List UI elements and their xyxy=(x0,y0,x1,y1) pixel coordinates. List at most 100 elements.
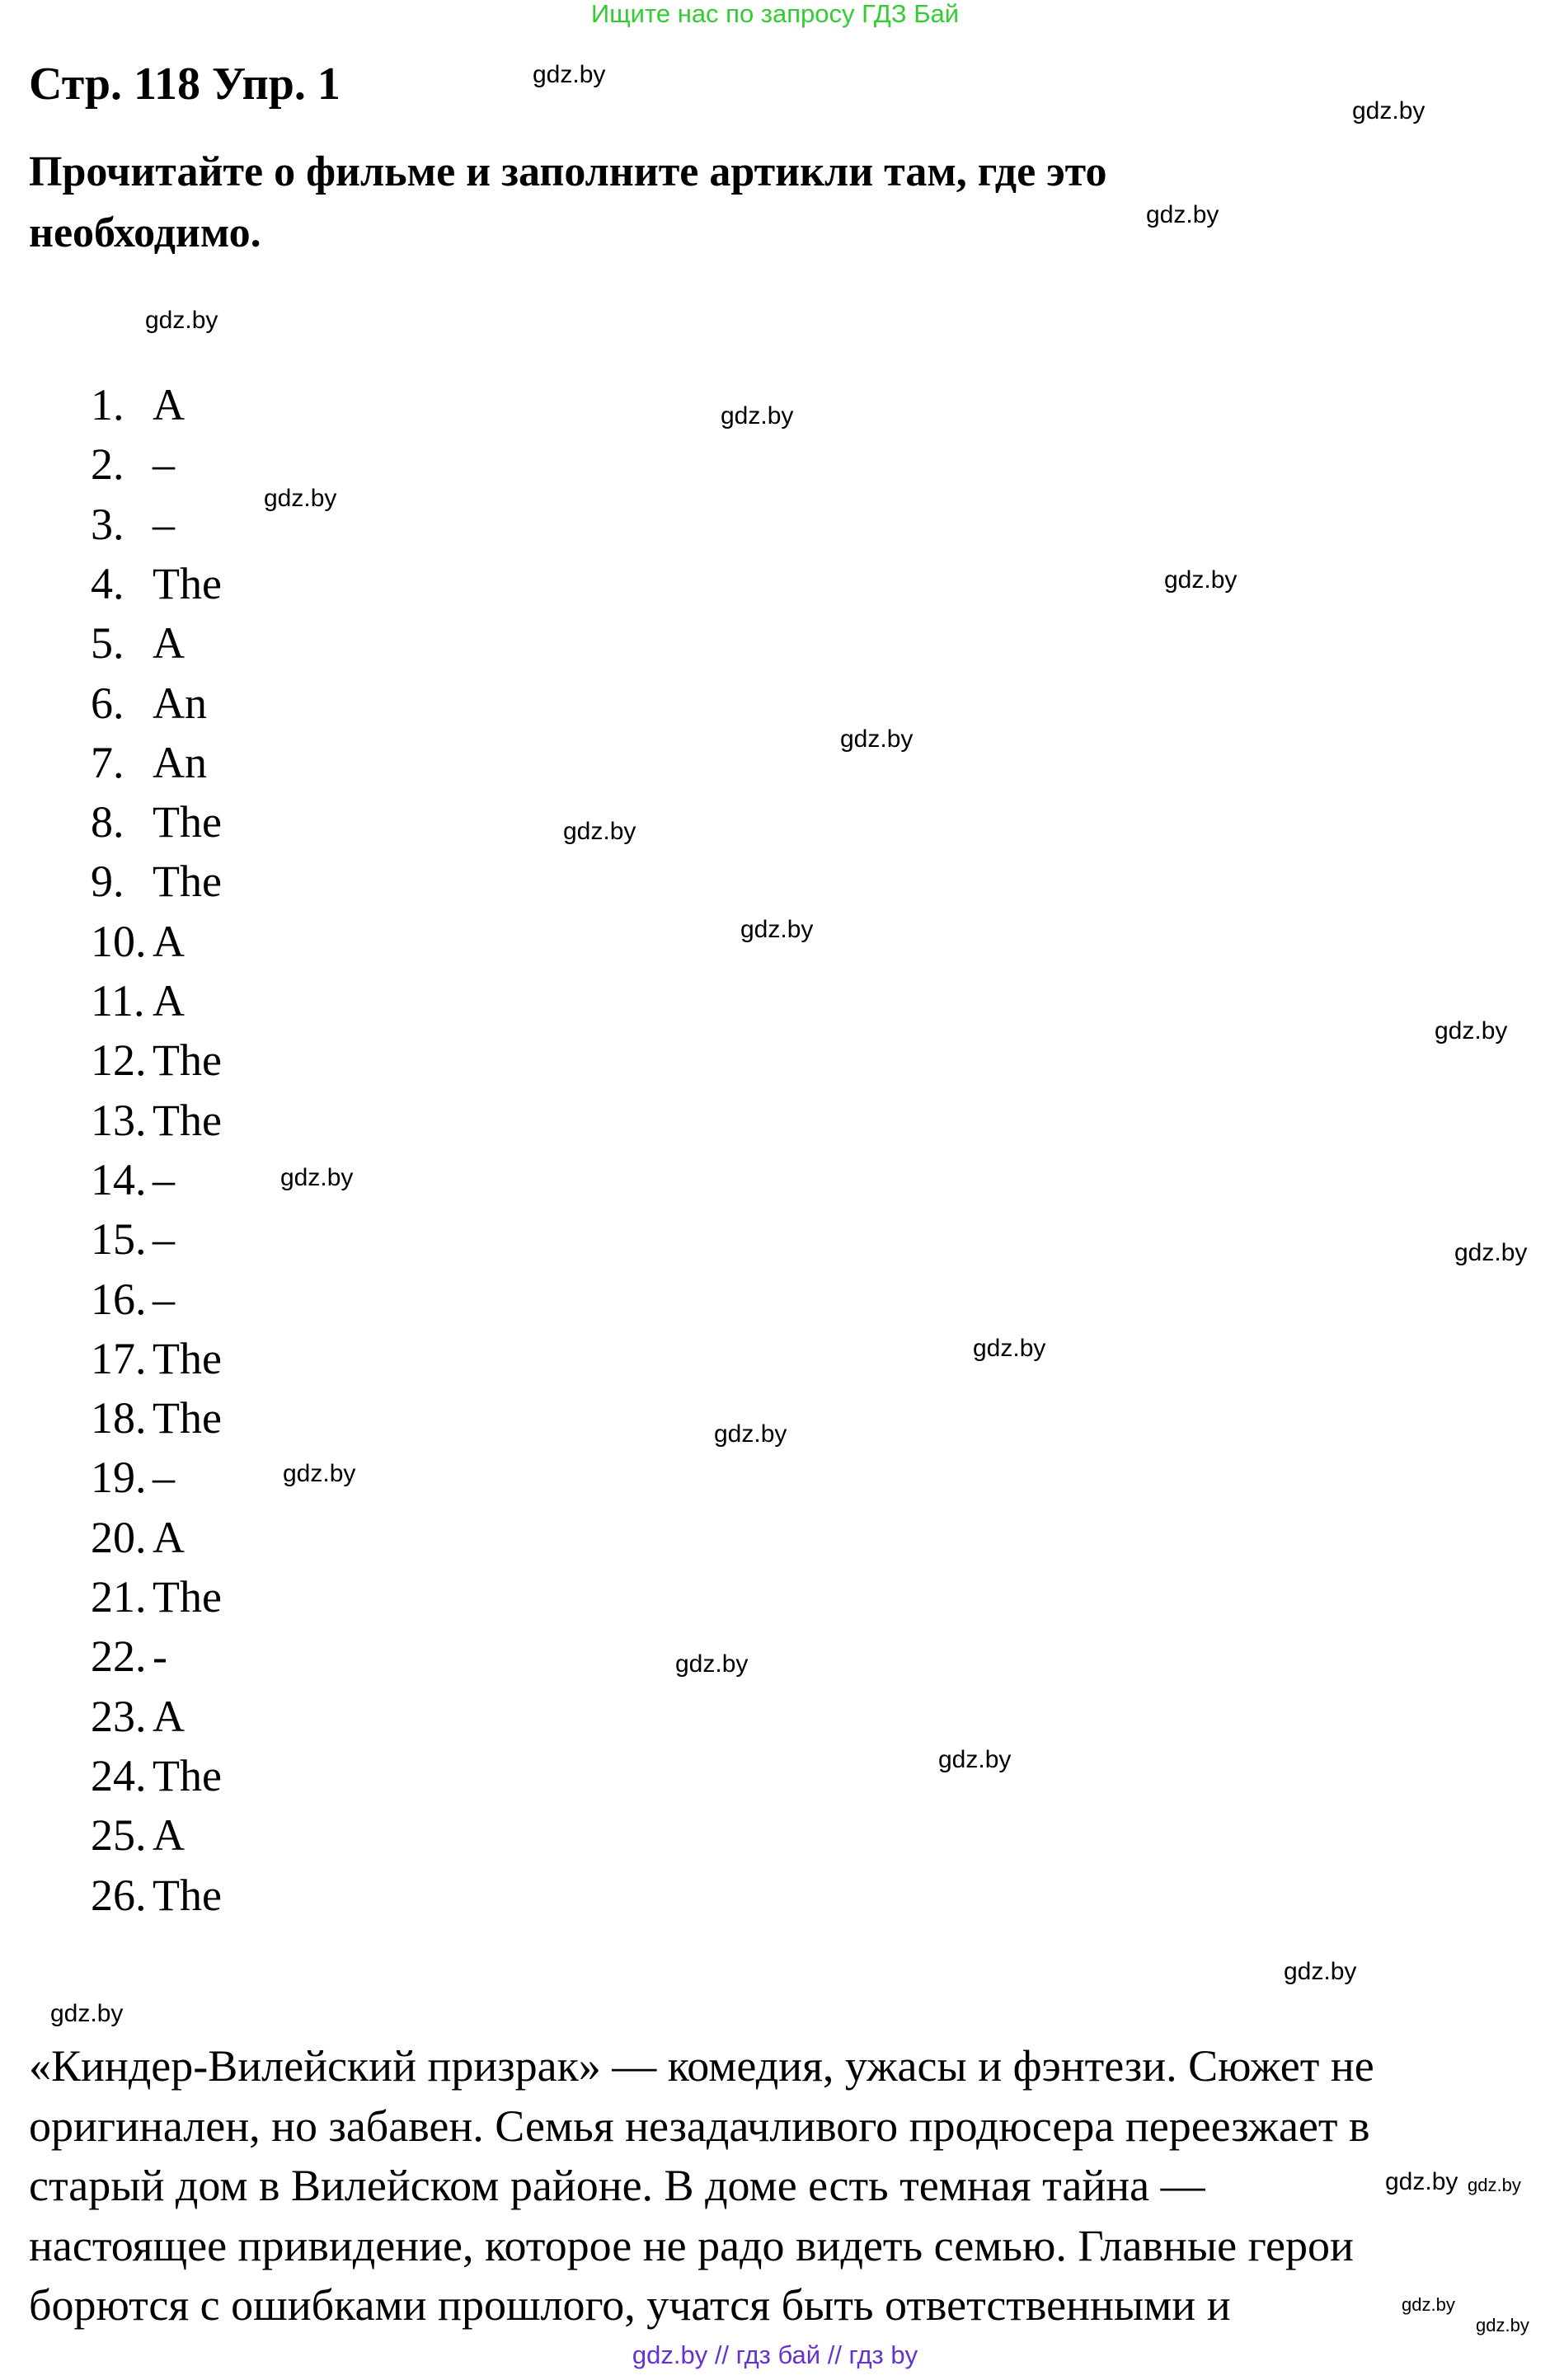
answer-item: 5. A xyxy=(91,618,185,669)
answer-article: A xyxy=(153,916,185,966)
answer-article: A xyxy=(153,1810,185,1861)
watermark: gdz.by xyxy=(1435,1017,1508,1044)
watermark: gdz.by xyxy=(1476,2315,1529,2335)
answer-item: 16. – xyxy=(91,1274,175,1324)
answer-number: 2. xyxy=(91,439,124,490)
answer-item: 20. A xyxy=(91,1512,185,1562)
answer-item: 22. - xyxy=(91,1631,167,1682)
answer-number: 14. xyxy=(91,1154,147,1204)
answer-article: A xyxy=(153,380,185,430)
answer-item: 13. The xyxy=(91,1096,222,1145)
watermark: gdz.by xyxy=(1385,2168,1458,2195)
watermark: gdz.by xyxy=(1164,566,1238,594)
watermark: gdz.by xyxy=(563,818,636,845)
answer-number: 19. xyxy=(91,1453,147,1503)
watermark: gdz.by xyxy=(264,485,337,512)
watermark: gdz.by xyxy=(721,402,794,430)
answer-item: 11. A xyxy=(91,976,185,1026)
answer-article: The xyxy=(153,797,222,847)
watermark: gdz.by xyxy=(675,1650,749,1678)
answer-item: 18. The xyxy=(91,1393,222,1443)
answer-article: – xyxy=(153,1214,175,1265)
answer-article: A xyxy=(153,1691,185,1741)
answer-article: An xyxy=(153,737,207,787)
answer-article: – xyxy=(153,499,175,549)
answer-article: – xyxy=(153,1154,175,1204)
answer-article: The xyxy=(153,1393,222,1443)
watermark: gdz.by xyxy=(145,307,218,334)
answer-number: 8. xyxy=(91,797,124,847)
watermark: gdz.by xyxy=(714,1420,787,1448)
watermark: gdz.by xyxy=(740,916,814,943)
answer-article: The xyxy=(153,558,222,608)
answer-item: 10. A xyxy=(91,916,185,966)
answer-item: 6. An xyxy=(91,678,207,728)
paragraph-line: старый дом в Вилейском районе. В доме ес… xyxy=(29,2161,1205,2210)
answer-article: The xyxy=(153,1333,222,1383)
answer-item: 3. – xyxy=(91,500,175,549)
answer-number: 23. xyxy=(91,1691,147,1741)
paragraph-line: «Киндер-Вилейский призрак» — комедия, уж… xyxy=(29,2041,1374,2091)
answer-article: The xyxy=(153,1095,222,1145)
watermark: gdz.by xyxy=(1402,2294,1455,2315)
watermark: gdz.by xyxy=(973,1335,1046,1362)
answer-article: The xyxy=(153,1035,222,1086)
watermark: gdz.by xyxy=(1284,1958,1357,1985)
answer-item: 1. A xyxy=(91,380,185,430)
answer-number: 6. xyxy=(91,678,124,728)
answer-item: 24. The xyxy=(91,1750,222,1800)
answer-number: 24. xyxy=(91,1750,147,1800)
answer-item: 12. The xyxy=(91,1035,222,1086)
answer-item: 19. – xyxy=(91,1453,175,1502)
answer-number: 12. xyxy=(91,1035,147,1086)
answer-article: A xyxy=(153,1512,185,1562)
watermark: gdz.by xyxy=(280,1164,354,1191)
answer-article: A xyxy=(153,618,185,669)
answer-number: 13. xyxy=(91,1095,147,1145)
watermark: gdz.by xyxy=(50,2000,124,2027)
watermark: gdz.by xyxy=(533,61,606,88)
instruction-line-2: необходимо. xyxy=(29,209,261,256)
answer-article: – xyxy=(153,1274,175,1324)
answer-article: An xyxy=(153,678,207,728)
answer-item: 2. – xyxy=(91,439,175,490)
answer-number: 22. xyxy=(91,1631,147,1682)
search-banner: Ищите нас по запросу ГДЗ Бай xyxy=(590,0,960,28)
answer-item: 26. The xyxy=(91,1871,222,1920)
answer-item: 15. – xyxy=(91,1214,175,1265)
answer-item: 17. The xyxy=(91,1333,222,1383)
answer-number: 15. xyxy=(91,1214,147,1265)
instruction-line-1: Прочитайте о фильме и заполните артикли … xyxy=(29,148,1107,195)
answer-number: 17. xyxy=(91,1333,147,1383)
answer-number: 26. xyxy=(91,1870,147,1920)
watermark: gdz.by xyxy=(1146,201,1219,228)
answer-item: 7. An xyxy=(91,737,207,787)
answer-article: A xyxy=(153,976,185,1026)
answer-item: 23. A xyxy=(91,1692,185,1741)
answer-item: 25. A xyxy=(91,1810,185,1861)
paragraph-line: борются с ошибками прошлого, учатся быть… xyxy=(29,2280,1231,2330)
watermark: gdz.by xyxy=(1352,97,1426,124)
answer-article: - xyxy=(153,1631,167,1682)
watermark: gdz.by xyxy=(283,1460,356,1487)
answer-item: 4. The xyxy=(91,558,222,608)
answer-number: 16. xyxy=(91,1274,147,1324)
footer-links: gdz.by // гдз бай // гдз by xyxy=(632,2340,918,2369)
answer-number: 25. xyxy=(91,1810,147,1861)
answer-number: 18. xyxy=(91,1393,147,1443)
page-title: Стр. 118 Упр. 1 xyxy=(29,59,341,110)
answer-item: 8. The xyxy=(91,797,222,847)
answer-article: – xyxy=(153,439,175,490)
answer-article: The xyxy=(153,1870,222,1920)
answer-number: 21. xyxy=(91,1572,147,1622)
answer-article: – xyxy=(153,1453,175,1503)
watermark: gdz.by xyxy=(1454,1239,1528,1266)
answer-article: The xyxy=(153,857,222,907)
answer-article: The xyxy=(153,1750,222,1800)
watermark: gdz.by xyxy=(1468,2175,1521,2195)
paragraph-line: настоящее привидение, которое не радо ви… xyxy=(29,2220,1354,2270)
answer-number: 1. xyxy=(91,380,124,430)
answer-number: 7. xyxy=(91,737,124,787)
watermark: gdz.by xyxy=(938,1746,1012,1773)
answer-item: 21. The xyxy=(91,1572,222,1622)
